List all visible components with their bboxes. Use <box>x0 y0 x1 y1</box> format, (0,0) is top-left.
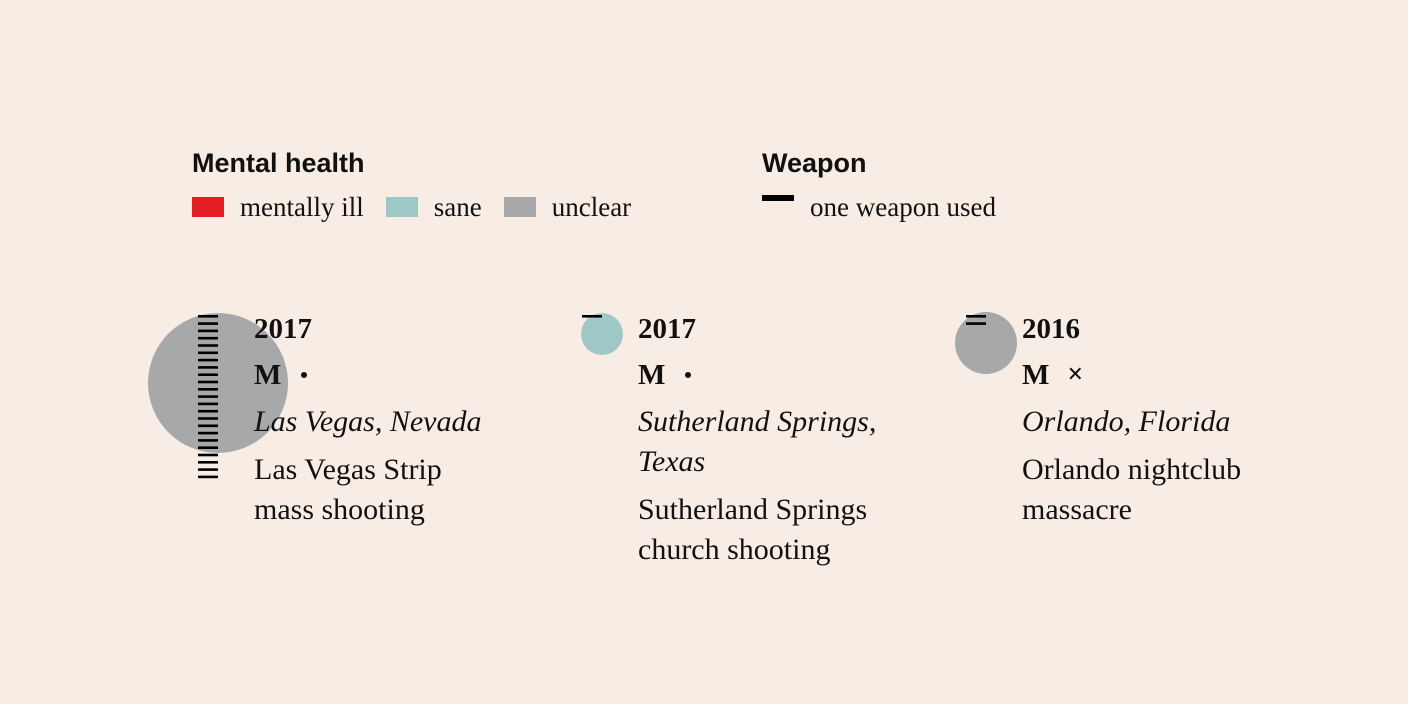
mental-health-legend-title: Mental health <box>192 148 365 178</box>
case-name-line: Las Vegas Strip <box>254 453 442 486</box>
case-gender-row: M × <box>1022 356 1322 394</box>
weapon-bar <box>198 475 218 479</box>
case-card-3: 2016 M × Orlando, Florida Orlando nightc… <box>1022 310 1322 530</box>
case-location-line: Texas <box>638 445 706 478</box>
case-gender: M <box>254 359 282 391</box>
status-dot-icon <box>301 372 308 378</box>
weapon-bar <box>198 344 218 347</box>
case-year: 2017 <box>254 313 312 345</box>
legend-label-sane: sane <box>433 191 482 222</box>
weapon-bar <box>198 461 218 464</box>
case-name-line: massacre <box>1022 493 1132 526</box>
case-name-line: Orlando nightclub <box>1022 453 1242 486</box>
case-year: 2016 <box>1022 313 1080 345</box>
case-name: Sutherland Springs church shooting <box>638 490 938 570</box>
weapon-bar <box>198 315 218 318</box>
weapon-bar <box>198 380 218 384</box>
case-location: Orlando, Florida <box>1022 405 1231 438</box>
weapon-bar <box>198 417 218 420</box>
weapon-bar <box>198 329 218 333</box>
weapon-bar <box>198 388 218 391</box>
status-dot-icon <box>685 372 692 378</box>
weapon-bar <box>198 431 218 435</box>
sane-swatch <box>385 197 418 217</box>
weapon-bar <box>198 366 218 369</box>
weapon-bar <box>198 395 218 398</box>
case-name-line: Sutherland Springs <box>638 493 868 526</box>
weapon-bar <box>198 322 218 325</box>
case-location: Sutherland Springs, Texas <box>638 402 938 482</box>
case-card-1: 2017 M Las Vegas, Nevada Las Vegas Strip… <box>254 310 554 530</box>
weapon-bar <box>198 453 218 457</box>
case-gender: M <box>1022 359 1050 391</box>
weapon-bar <box>198 336 218 340</box>
case-name: Orlando nightclub massacre <box>1022 450 1322 530</box>
case-gender-row: M <box>254 356 554 394</box>
case-name-line: mass shooting <box>254 493 425 526</box>
case-card-2: 2017 M Sutherland Springs, Texas Sutherl… <box>638 310 938 570</box>
unclear-swatch <box>503 197 536 217</box>
legend-label-mentally-ill: mentally ill <box>240 191 364 222</box>
weapon-bar <box>198 439 218 442</box>
weapon-bar <box>198 351 218 355</box>
case-gender: M <box>638 359 666 391</box>
mental-health-legend: mentally ill sane unclear <box>192 190 653 224</box>
weapon-bar <box>198 468 218 471</box>
case-location-line: Sutherland Springs, <box>638 405 877 438</box>
weapon-swatch <box>762 195 794 201</box>
case-gender-row: M <box>638 356 938 394</box>
case-name: Las Vegas Strip mass shooting <box>254 450 554 530</box>
case-name-line: church shooting <box>638 533 831 566</box>
case-circle-2 <box>581 313 623 355</box>
weapon-bar <box>198 402 218 406</box>
weapon-legend: one weapon used <box>762 190 1018 224</box>
weapon-bar <box>966 315 986 318</box>
weapon-bar <box>198 358 218 362</box>
weapon-bar <box>198 409 218 413</box>
legend-label-unclear: unclear <box>551 191 632 222</box>
case-location: Las Vegas, Nevada <box>254 405 482 438</box>
case-year: 2017 <box>638 313 696 345</box>
legend-label-weapon: one weapon used <box>810 191 996 222</box>
weapon-legend-title: Weapon <box>762 148 867 178</box>
weapon-bar <box>966 322 986 325</box>
weapon-bar <box>198 424 218 428</box>
weapon-bar <box>198 446 218 449</box>
weapon-bar <box>582 315 602 318</box>
mentally-ill-swatch <box>192 197 224 217</box>
status-cross-icon: × <box>1067 359 1084 390</box>
case-circle-3 <box>955 312 1017 374</box>
weapon-bar <box>198 373 218 376</box>
